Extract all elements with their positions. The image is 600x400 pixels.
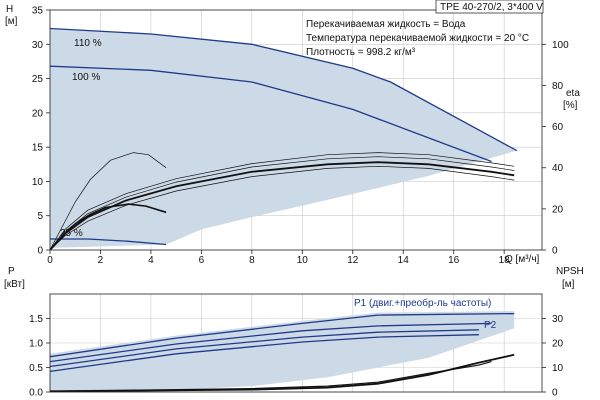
head-curve-6 — [50, 156, 515, 250]
power-curve-3 — [50, 334, 479, 373]
eta-axis-symbol: eta — [566, 88, 580, 99]
eta-tick-label: 80 — [552, 81, 564, 92]
head-curve-8 — [50, 165, 515, 250]
head-tick-label: 30 — [32, 40, 44, 51]
head-tick-label: 5 — [37, 211, 43, 222]
head-tick-label: 10 — [32, 177, 44, 188]
eta-axis-unit: [%] — [563, 100, 578, 111]
head-curves — [50, 27, 518, 250]
head-curve-7 — [50, 161, 515, 250]
npsh-axis-ticks: 0 10 20 30 — [542, 314, 564, 399]
flow-tick-label: 0 — [47, 255, 53, 266]
eta-tick-label: 60 — [552, 122, 564, 133]
head-axis-symbol: H — [6, 4, 13, 15]
curve-label-p1: P1 (двиг.+преобр-ль частоты) — [354, 297, 491, 309]
operating-range-area — [50, 28, 517, 250]
pump-model-box — [435, 0, 544, 14]
head-curve-1 — [50, 65, 492, 163]
head-tick-label: 20 — [32, 108, 44, 119]
npsh-tick-label: 0 — [552, 388, 558, 399]
head-curve-0 — [50, 27, 518, 152]
curve-label-25: 25 % — [60, 228, 83, 239]
head-tick-label: 35 — [32, 6, 44, 17]
flow-axis-ticks: 0 2 4 6 8 10 12 14 16 18 — [47, 250, 510, 266]
operating-range-fill — [50, 28, 517, 248]
power-npsh-plot: 0.0 0.5 1.0 1.5 0 10 20 30 P [кВт] NPSH [м] P1… — [4, 266, 584, 399]
power-tick-label: 0.5 — [29, 363, 43, 374]
npsh-tick-label: 10 — [552, 363, 564, 374]
flow-tick-label: 6 — [199, 255, 205, 266]
density-info: Плотность = 998.2 кг/м³ — [306, 47, 416, 58]
head-tick-label: 25 — [32, 74, 44, 85]
eta-tick-label: 100 — [552, 40, 569, 51]
flow-tick-label: 10 — [297, 255, 309, 266]
fluid-info: Перекачиваемая жидкость = Вода — [306, 19, 466, 30]
power-tick-label: 1.5 — [29, 314, 43, 325]
curve-label-100: 100 % — [72, 72, 100, 83]
flow-tick-label: 2 — [98, 255, 104, 266]
power-curve-1 — [50, 322, 492, 363]
power-axis-symbol: P — [8, 266, 15, 277]
npsh-axis-unit: [м] — [562, 279, 575, 290]
eta-tick-label: 40 — [552, 163, 564, 174]
head-axis-unit: [м] — [5, 16, 18, 27]
power-range-area — [50, 311, 515, 391]
power-tick-label: 1.0 — [29, 339, 43, 350]
power-range-fill — [50, 311, 515, 391]
eta-axis-ticks: 0 20 40 60 80 100 — [542, 40, 569, 257]
head-curve-5 — [50, 152, 515, 250]
power-tick-label: 0.0 — [29, 388, 43, 399]
power-axis-ticks: 0.0 0.5 1.0 1.5 — [29, 314, 50, 399]
power-axis-unit: [кВт] — [4, 279, 25, 290]
head-curve-3 — [50, 152, 167, 250]
temperature-info: Температура перекачиваемой жидкости = 20… — [306, 33, 529, 44]
head-tick-label: 0 — [37, 246, 43, 257]
npsh-tick-label: 30 — [552, 314, 564, 325]
head-axis-ticks: 0 5 10 15 20 25 30 35 — [32, 6, 50, 257]
head-tick-label: 15 — [32, 143, 44, 154]
power-curves — [50, 312, 515, 392]
curve-label-p2: P2 — [484, 320, 497, 331]
power-curve-0 — [50, 312, 515, 358]
npsh-axis-symbol: NPSH — [556, 266, 584, 277]
flow-tick-label: 16 — [448, 255, 460, 266]
flow-axis-label: Q [м³/ч] — [505, 254, 540, 265]
power-curve-2 — [50, 329, 479, 368]
head-efficiency-plot: 0 5 10 15 20 25 30 35 0 20 40 60 80 100 0 2 4 6 8 10 12 14 1… — [5, 0, 580, 266]
flow-tick-label: 18 — [499, 255, 511, 266]
eta-tick-label: 20 — [552, 204, 564, 215]
head-plot-frame — [49, 9, 543, 251]
head-curve-2 — [50, 238, 167, 246]
eta-tick-label: 0 — [552, 246, 558, 257]
flow-tick-label: 12 — [347, 255, 359, 266]
curve-label-110: 110 % — [74, 38, 102, 49]
npsh-tick-label: 20 — [552, 339, 564, 350]
pump-model-label: TPE 40-270/2, 3*400 V — [440, 2, 543, 13]
flow-tick-label: 14 — [398, 255, 410, 266]
flow-tick-label: 4 — [148, 255, 154, 266]
power-curve-5 — [50, 353, 515, 392]
flow-tick-label: 8 — [249, 255, 255, 266]
